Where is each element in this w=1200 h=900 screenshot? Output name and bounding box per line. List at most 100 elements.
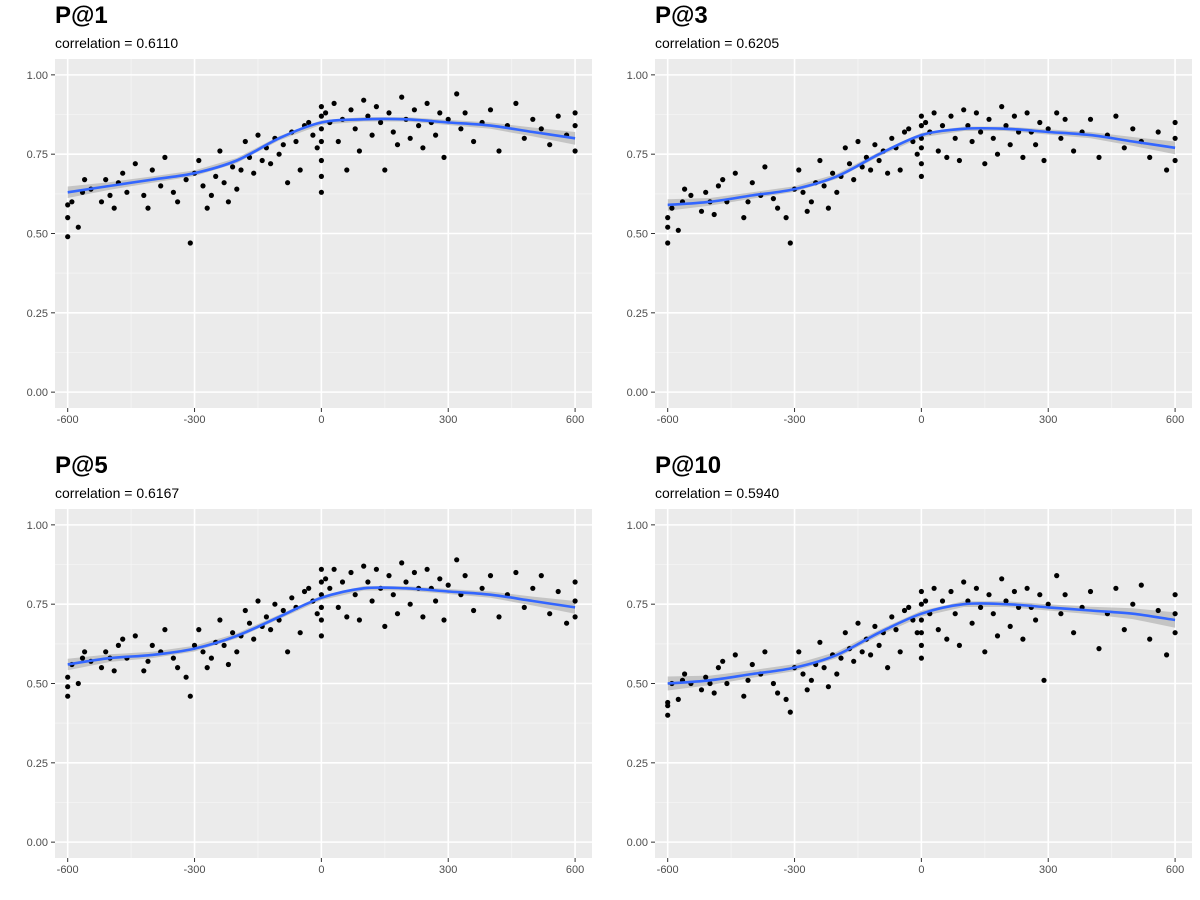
data-point xyxy=(479,585,485,591)
data-point xyxy=(1054,110,1060,116)
y-tick-label: 0.75 xyxy=(27,149,48,161)
data-point xyxy=(787,240,793,246)
data-point xyxy=(141,668,147,674)
data-point xyxy=(255,598,261,604)
data-point xyxy=(230,630,236,636)
data-point xyxy=(403,579,409,585)
data-point xyxy=(538,126,544,132)
data-point xyxy=(973,110,979,116)
data-point xyxy=(530,585,536,591)
data-point xyxy=(115,642,121,648)
data-point xyxy=(538,573,544,579)
data-point xyxy=(999,576,1005,582)
y-tick-label: 0.75 xyxy=(27,599,48,611)
data-point xyxy=(306,585,312,591)
data-point xyxy=(923,119,929,126)
data-point xyxy=(1087,116,1094,122)
data-point xyxy=(162,627,168,633)
data-point xyxy=(323,110,329,116)
chart-subtitle: correlation = 0.5940 xyxy=(655,485,780,501)
data-point xyxy=(918,601,924,607)
data-point xyxy=(437,110,443,116)
data-point xyxy=(251,170,257,176)
data-point xyxy=(318,617,324,623)
chart-subtitle: correlation = 0.6205 xyxy=(655,35,780,51)
data-point xyxy=(513,569,519,576)
data-point xyxy=(969,620,975,626)
data-point xyxy=(821,183,827,189)
data-point xyxy=(741,215,747,221)
data-point xyxy=(707,680,713,687)
data-point xyxy=(394,142,401,148)
data-point xyxy=(323,576,329,582)
data-point xyxy=(1003,598,1009,604)
data-point xyxy=(965,598,971,604)
data-point xyxy=(280,607,286,614)
data-point xyxy=(572,110,578,116)
data-point xyxy=(952,135,958,141)
data-point xyxy=(808,199,814,205)
data-point xyxy=(675,696,681,702)
scatter-plot: -600 -300 0 300 600 0.00 0.25 0.50 0.75 1.00 xyxy=(27,59,592,426)
data-point xyxy=(318,579,324,585)
x-tick-label: 0 xyxy=(318,864,324,876)
data-point xyxy=(289,595,295,601)
data-point xyxy=(369,598,375,604)
data-point xyxy=(441,617,447,623)
data-point xyxy=(149,642,155,648)
chart-panel-p-at-1: P@1 correlation = 0.6110 -600 -300 0 300 600… xyxy=(0,0,600,450)
data-point xyxy=(800,671,806,677)
data-point xyxy=(399,560,405,566)
data-point xyxy=(547,611,553,617)
trend-line xyxy=(667,126,1176,207)
data-point xyxy=(141,192,147,198)
y-tick-label: 0.50 xyxy=(27,679,48,691)
chart-title: P@1 xyxy=(55,2,108,29)
y-tick-label: 1.00 xyxy=(627,520,648,532)
data-point xyxy=(297,630,303,636)
data-point xyxy=(910,138,916,145)
scatter-plot: -600 -300 0 300 600 0.00 0.25 0.50 0.75 1.00 xyxy=(627,509,1192,876)
data-point xyxy=(111,205,117,211)
data-point xyxy=(82,649,88,655)
data-point xyxy=(204,665,210,671)
data-point xyxy=(851,658,857,664)
data-point xyxy=(420,145,426,151)
data-point xyxy=(386,110,392,116)
data-point xyxy=(846,161,853,167)
data-point xyxy=(390,129,396,135)
data-point xyxy=(918,588,924,595)
data-point xyxy=(783,215,789,221)
data-point xyxy=(390,592,396,598)
data-point xyxy=(394,611,401,617)
data-point xyxy=(1130,126,1136,132)
data-point xyxy=(669,205,675,211)
y-tick-label: 0.75 xyxy=(627,149,648,161)
data-point xyxy=(885,170,891,176)
data-point xyxy=(745,199,751,205)
data-point xyxy=(703,674,709,680)
data-point xyxy=(817,157,823,164)
data-point xyxy=(433,132,439,138)
data-point xyxy=(1062,592,1068,598)
data-point xyxy=(1172,157,1178,164)
data-point xyxy=(982,649,988,655)
data-point xyxy=(132,633,138,639)
data-point xyxy=(1172,611,1178,617)
data-point xyxy=(230,164,236,170)
data-point xyxy=(665,712,671,718)
data-point xyxy=(555,588,561,595)
data-point xyxy=(961,579,967,585)
data-point xyxy=(314,611,320,617)
data-point xyxy=(918,617,924,623)
data-point xyxy=(1121,145,1127,151)
data-point xyxy=(698,687,705,693)
data-point xyxy=(356,617,362,623)
data-point xyxy=(103,649,109,655)
y-tick-label: 0.25 xyxy=(27,308,48,320)
data-point xyxy=(1024,585,1030,591)
data-point xyxy=(741,693,747,699)
data-point xyxy=(145,658,151,664)
data-point xyxy=(318,104,324,110)
x-tick-label: 300 xyxy=(1039,864,1057,876)
